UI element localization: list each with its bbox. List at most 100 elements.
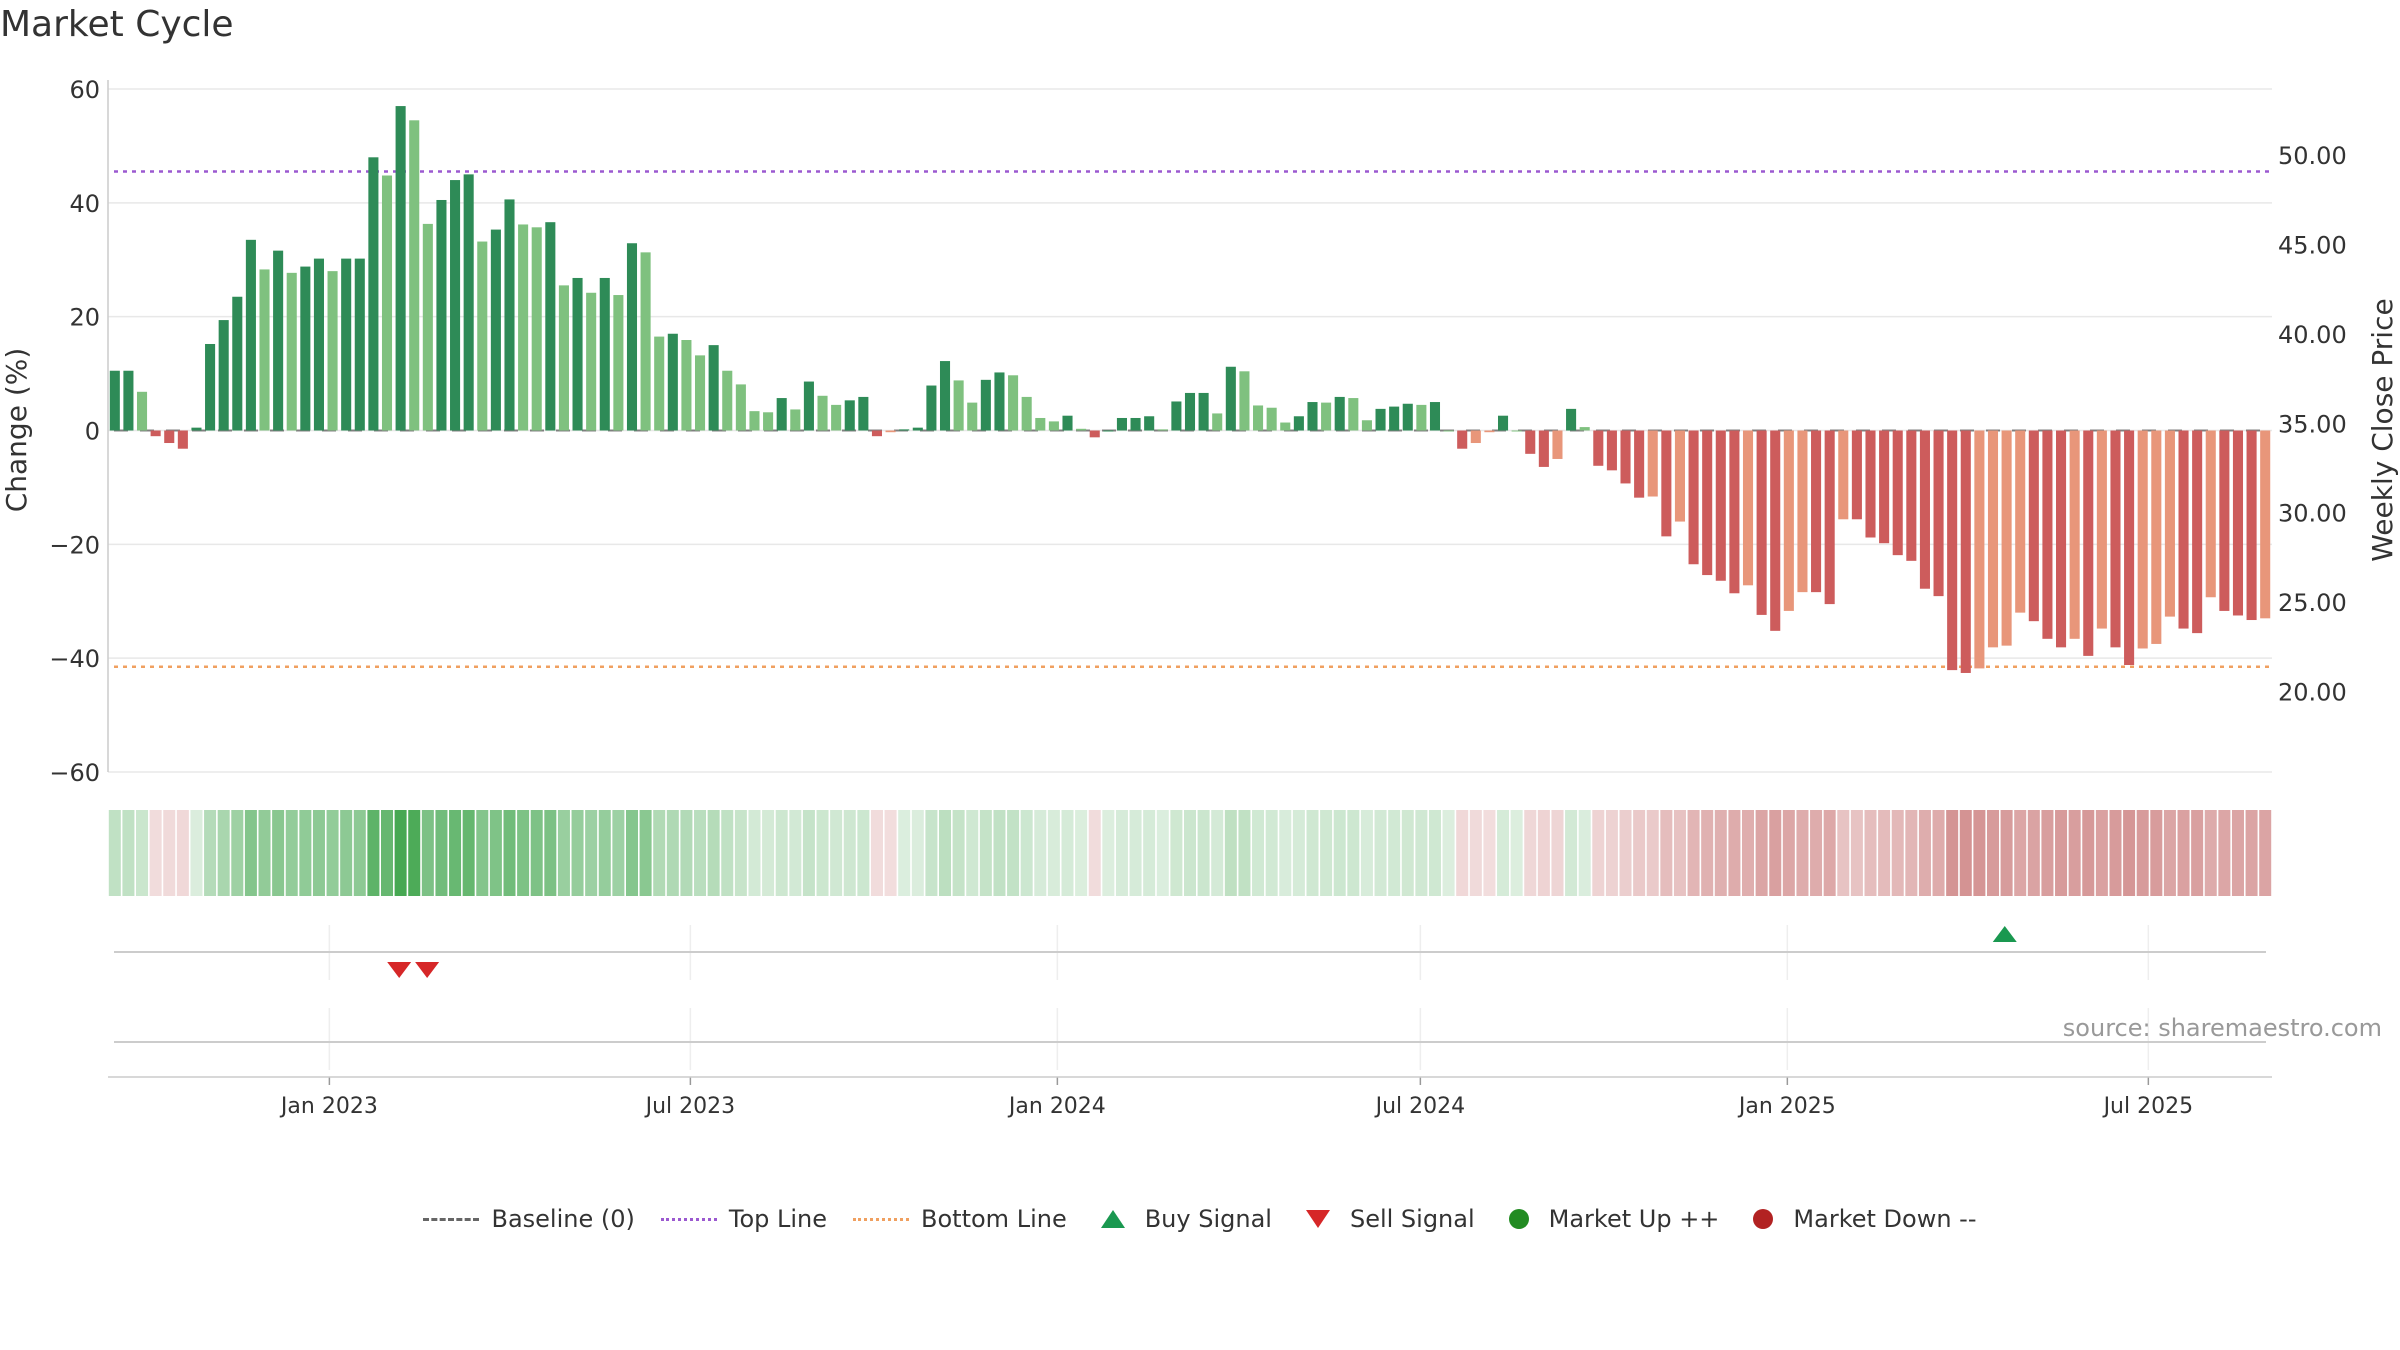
bar [2015,430,2026,613]
bar [368,157,379,431]
heat-cell [830,810,843,896]
sell-signal-marker [415,962,440,978]
heat-cell [408,810,421,896]
legend-market-down-label: Market Down -- [1793,1205,1977,1233]
bar [273,250,284,431]
bar [1838,430,1849,520]
bar [2124,430,2135,665]
bar [1879,430,1890,544]
legend-market-up[interactable]: Market Up ++ [1501,1205,1719,1233]
bar [953,380,964,431]
heat-strip [108,810,2272,896]
heat-cell [421,810,434,896]
heat-cell [789,810,802,896]
legend-baseline[interactable]: Baseline (0) [423,1205,635,1233]
bar [490,229,501,431]
heat-cell [1687,810,1700,896]
heat-cell [939,810,952,896]
bar [218,320,229,431]
heat-cell [476,810,489,896]
heat-cell [299,810,312,896]
bar [2056,430,2067,648]
bar [1729,430,1740,594]
heat-cell [190,810,203,896]
bar [1157,429,1168,431]
bar [2069,430,2080,639]
bar [2232,430,2244,616]
sell-signal-icon [1305,1210,1330,1228]
heat-cell [1701,810,1714,896]
bar [722,370,733,431]
heat-cell [1918,810,1931,896]
heat-cell [2095,810,2108,896]
heat-cell [1565,810,1578,896]
bar [341,258,352,431]
bar [1089,430,1100,438]
bar [1688,430,1699,565]
bar [1008,375,1019,431]
heat-cell [1020,810,1033,896]
bar [232,296,243,431]
heat-cell [2177,810,2190,896]
bar [926,385,937,431]
heat-cell [762,810,775,896]
heat-cell [1497,810,1510,896]
heat-cell [367,810,380,896]
bar [817,395,828,431]
bar [1538,430,1549,467]
heat-cell [2136,810,2149,896]
heat-cell [1782,810,1795,896]
y-tick-label: 20 [69,304,100,332]
heat-cell [898,810,911,896]
heat-cell [353,810,366,896]
sell-signal-marker [387,962,412,978]
heat-cell [952,810,965,896]
bar [450,180,461,431]
heat-cell [1946,810,1959,896]
heat-cell [2109,810,2122,896]
heat-cell [1156,810,1169,896]
legend-sell-signal[interactable]: Sell Signal [1298,1205,1475,1233]
heat-cell [2027,810,2040,896]
heat-cell [1238,810,1251,896]
legend-market-down[interactable]: Market Down -- [1745,1205,1977,1233]
heat-cell [462,810,475,896]
bar [327,271,338,431]
heat-cell [1333,810,1346,896]
bar [831,404,842,431]
heat-cell [585,810,598,896]
bar [1742,430,1754,586]
bar [1906,430,1917,561]
market-up-icon [1508,1209,1529,1229]
heat-cell [775,810,788,896]
heat-cell [870,810,883,896]
heat-cell [707,810,720,896]
heat-cell [2041,810,2054,896]
heat-cell [1878,810,1891,896]
heat-cell [2231,810,2244,896]
bar [205,343,216,431]
heat-cell [1415,810,1428,896]
bar [803,381,814,431]
bar [1212,413,1223,431]
y-tick-label: −20 [49,531,100,559]
legend: Baseline (0) Top Line Bottom Line Buy Si… [0,1205,2400,1233]
bar [790,409,801,431]
source-note: source: sharemaestro.com [2062,1014,2382,1042]
heat-cell [1551,810,1564,896]
legend-buy-signal[interactable]: Buy Signal [1093,1205,1272,1233]
heat-cell [694,810,707,896]
y2-tick-label: 45.00 [2278,232,2347,260]
heat-cell [1183,810,1197,896]
heat-cell [979,810,992,896]
bar [1756,430,1767,615]
legend-bottom-line[interactable]: Bottom Line [853,1205,1067,1233]
heat-cell [204,810,217,896]
heat-cell [163,810,176,896]
heat-cell [1673,810,1686,896]
legend-top-line[interactable]: Top Line [660,1205,827,1233]
bar [545,222,556,431]
bar [1674,430,1685,522]
buy-signal-marker [1992,926,2017,942]
bar [967,402,978,431]
